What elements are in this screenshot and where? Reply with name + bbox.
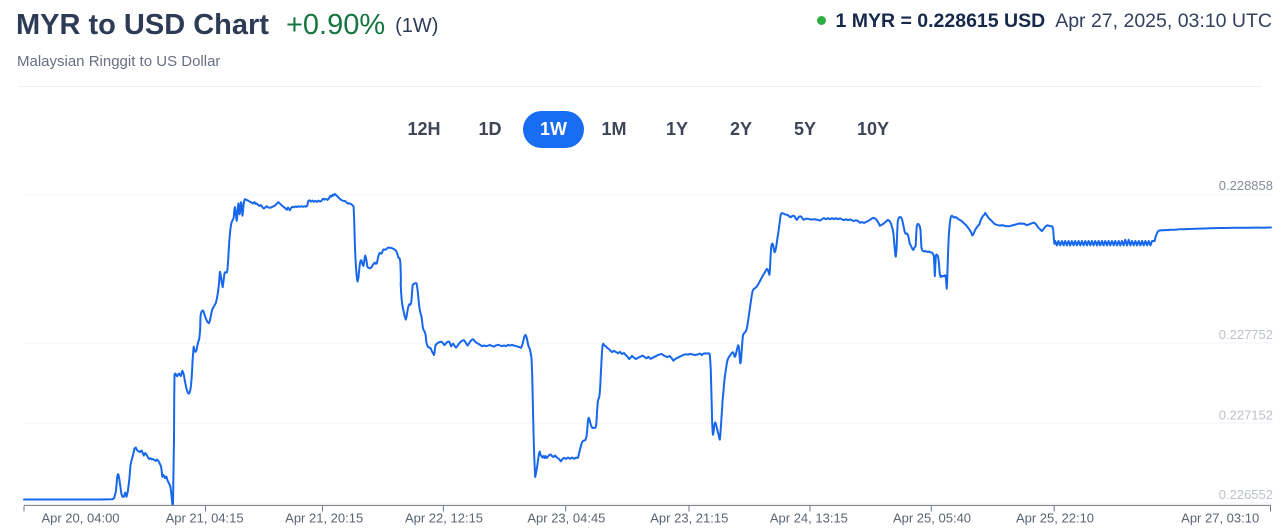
svg-text:0.228858: 0.228858 (1219, 178, 1273, 193)
svg-text:Apr 23, 21:15: Apr 23, 21:15 (650, 511, 728, 526)
svg-text:0.227752: 0.227752 (1219, 327, 1273, 342)
svg-text:0.226552: 0.226552 (1219, 487, 1273, 502)
svg-text:Apr 20, 04:00: Apr 20, 04:00 (41, 511, 119, 526)
svg-text:0.227152: 0.227152 (1219, 407, 1273, 422)
svg-text:Apr 21, 04:15: Apr 21, 04:15 (166, 511, 244, 526)
svg-text:Apr 24, 13:15: Apr 24, 13:15 (770, 511, 848, 526)
svg-text:Apr 25, 05:40: Apr 25, 05:40 (893, 511, 971, 526)
svg-text:Apr 25, 22:10: Apr 25, 22:10 (1016, 511, 1094, 526)
svg-text:Apr 21, 20:15: Apr 21, 20:15 (285, 511, 363, 526)
svg-text:Apr 27, 03:10: Apr 27, 03:10 (1181, 511, 1259, 526)
svg-text:Apr 23, 04:45: Apr 23, 04:45 (527, 511, 605, 526)
svg-text:Apr 22, 12:15: Apr 22, 12:15 (405, 511, 483, 526)
